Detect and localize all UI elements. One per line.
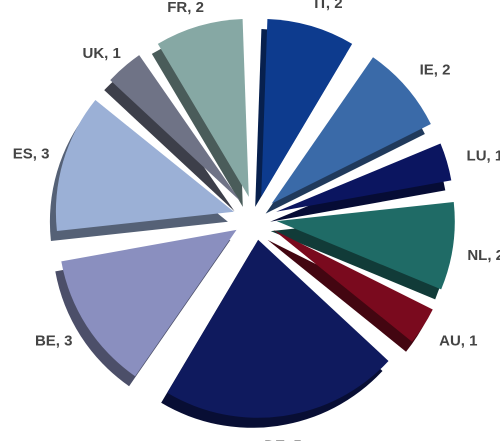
slice-es	[55, 100, 234, 231]
slice-depth-au	[267, 239, 427, 352]
slice-uk	[110, 55, 241, 202]
slice-label-es: ES, 3	[13, 146, 50, 163]
slice-label-be: BE, 3	[35, 333, 73, 350]
slice-it	[261, 19, 353, 197]
slice-lu	[276, 143, 452, 212]
slice-label-it: IT, 2	[314, 0, 342, 12]
slice-au	[273, 229, 433, 342]
slice-label-ie: IE, 2	[420, 62, 451, 79]
slice-nl	[276, 201, 455, 290]
slice-be	[61, 229, 237, 377]
slice-label-de: DE, 5	[264, 438, 302, 441]
slice-label-lu: LU, 1	[467, 148, 500, 165]
slice-label-au: AU, 1	[439, 333, 477, 350]
slice-fr	[157, 19, 249, 197]
slice-label-nl: NL, 2	[467, 247, 500, 264]
slice-ie	[271, 57, 431, 204]
slice-label-fr: FR, 2	[167, 0, 204, 16]
slice-label-uk: UK, 1	[83, 45, 121, 62]
pie-slices	[49, 19, 455, 428]
slice-de	[167, 239, 389, 418]
slice-labels: IT, 2 IE, 2 LU, 1 NL, 2 AU, 1 DE, 5 BE, 3 ES, 3…	[13, 0, 500, 441]
